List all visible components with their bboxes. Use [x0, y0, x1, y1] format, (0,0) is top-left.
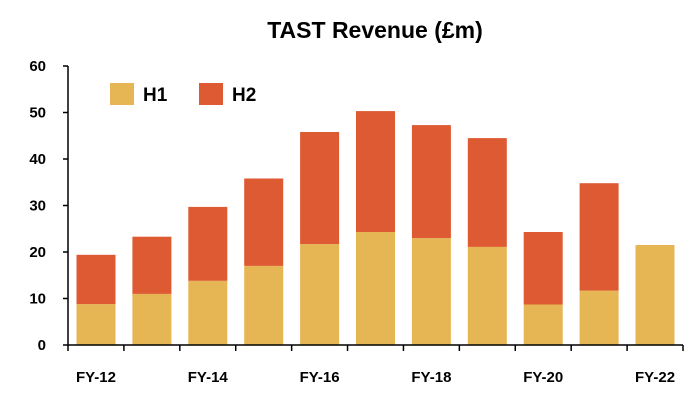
bar-h2-fy-20 — [523, 232, 563, 305]
bar-h2-fy-19 — [467, 138, 507, 247]
x-tick-label: FY-18 — [411, 369, 451, 386]
bar-h1-fy-16 — [300, 244, 340, 345]
x-tick-label: FY-20 — [523, 369, 563, 386]
y-tick-label: 20 — [29, 244, 46, 261]
bar-h2-fy-15 — [244, 178, 284, 266]
axes: 0 10 20 30 40 50 60 FY-12 FY-14 FY-16 FY-18 FY-20 FY… — [29, 58, 684, 386]
bar-h2-fy-12 — [76, 254, 116, 305]
legend-label-h2: H2 — [232, 85, 256, 106]
legend-label-h1: H1 — [143, 85, 168, 106]
legend: H1 H2 — [110, 83, 256, 106]
bar-h1-fy-17 — [356, 232, 395, 345]
bar-h2-fy-21 — [579, 183, 619, 291]
y-tick-label: 10 — [29, 291, 46, 308]
bar-h1-fy-22 — [635, 245, 675, 345]
x-tick-label: FY-14 — [188, 369, 229, 386]
bar-h1-fy-14 — [188, 280, 228, 345]
bar-h2-fy-18 — [411, 125, 451, 239]
y-tick-label: 50 — [29, 105, 46, 122]
chart-title: TAST Revenue (£m) — [267, 17, 483, 43]
x-tick-label: FY-12 — [76, 369, 116, 386]
bar-h2-fy-13 — [132, 236, 172, 294]
x-tick-label: FY-22 — [635, 369, 675, 386]
legend-swatch-h1 — [110, 83, 134, 105]
bar-group — [76, 111, 675, 345]
y-tick-label: 0 — [38, 337, 46, 354]
y-tick-label: 60 — [29, 58, 46, 75]
x-tick-label: FY-16 — [300, 369, 340, 386]
bar-h1-fy-12 — [76, 304, 116, 345]
bar-h1-fy-19 — [467, 246, 507, 345]
legend-swatch-h2 — [199, 83, 223, 105]
bar-h2-fy-17 — [356, 111, 395, 232]
bar-h1-fy-21 — [579, 290, 619, 345]
bar-h2-fy-16 — [300, 132, 340, 245]
bar-h1-fy-15 — [244, 265, 284, 345]
y-tick-label: 30 — [29, 198, 46, 215]
bar-h1-fy-13 — [132, 293, 172, 345]
bar-h1-fy-20 — [523, 304, 563, 345]
bar-h1-fy-18 — [411, 238, 451, 345]
bar-h2-fy-14 — [188, 206, 228, 281]
y-tick-label: 40 — [29, 151, 46, 168]
